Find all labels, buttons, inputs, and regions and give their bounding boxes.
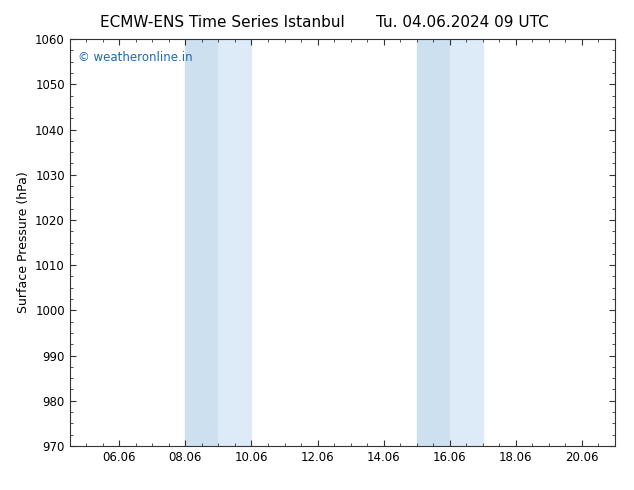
Text: Tu. 04.06.2024 09 UTC: Tu. 04.06.2024 09 UTC [377, 15, 549, 30]
Bar [219, 39, 252, 446]
Bar [417, 39, 450, 446]
Text: ECMW-ENS Time Series Istanbul: ECMW-ENS Time Series Istanbul [100, 15, 344, 30]
Bar [185, 39, 219, 446]
Bar [450, 39, 483, 446]
Text: © weatheronline.in: © weatheronline.in [78, 51, 193, 64]
Y-axis label: Surface Pressure (hPa): Surface Pressure (hPa) [16, 172, 30, 314]
